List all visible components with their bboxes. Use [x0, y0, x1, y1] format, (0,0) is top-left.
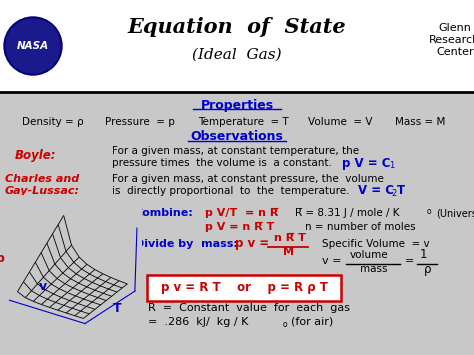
Text: 1: 1: [420, 248, 428, 262]
Text: (Universal): (Universal): [436, 208, 474, 218]
Text: Glenn
Research
Center: Glenn Research Center: [429, 23, 474, 56]
Text: Combine:: Combine:: [135, 208, 194, 218]
Text: v =: v =: [322, 256, 341, 266]
Text: Divide by  mass:: Divide by mass:: [135, 239, 238, 249]
Text: =: =: [405, 256, 414, 266]
Text: Temperature  = T: Temperature = T: [198, 117, 289, 127]
Text: For a given mass, at constant pressure, the  volume: For a given mass, at constant pressure, …: [112, 174, 384, 184]
Circle shape: [6, 19, 60, 73]
Text: Observations: Observations: [191, 131, 283, 143]
Circle shape: [4, 17, 62, 75]
Text: mass: mass: [360, 264, 388, 274]
Text: Density = ρ: Density = ρ: [22, 117, 83, 127]
Text: Pressure  = p: Pressure = p: [105, 117, 175, 127]
Text: p v =: p v =: [235, 237, 269, 251]
FancyBboxPatch shape: [147, 275, 341, 301]
Text: 2: 2: [391, 189, 396, 197]
Text: V = C: V = C: [358, 185, 394, 197]
Text: R̅ = 8.31 J / mole / K: R̅ = 8.31 J / mole / K: [295, 208, 400, 218]
Text: R  =  Constant  value  for  each  gas: R = Constant value for each gas: [148, 303, 350, 313]
Text: Charles and: Charles and: [5, 174, 79, 184]
Text: T: T: [397, 185, 405, 197]
Text: o: o: [427, 207, 432, 215]
Text: p V = C: p V = C: [342, 157, 391, 169]
FancyBboxPatch shape: [0, 0, 474, 92]
Text: Specific Volume  = v: Specific Volume = v: [322, 239, 429, 249]
Text: Volume  = V: Volume = V: [308, 117, 373, 127]
Text: n R̅ T: n R̅ T: [274, 233, 306, 243]
Text: p v = R T    or    p = R ρ T: p v = R T or p = R ρ T: [161, 282, 328, 295]
Text: Gay-Lussac:: Gay-Lussac:: [5, 186, 80, 196]
Text: Equation  of  State: Equation of State: [128, 17, 346, 37]
Text: NASA: NASA: [17, 41, 49, 51]
Text: (Ideal  Gas): (Ideal Gas): [192, 48, 282, 62]
Text: pressure times  the volume is  a constant.: pressure times the volume is a constant.: [112, 158, 332, 168]
Text: (for air): (for air): [291, 317, 333, 327]
Text: p V/T  = n R̅: p V/T = n R̅: [205, 208, 278, 218]
Text: 1: 1: [389, 160, 394, 169]
Text: o: o: [283, 320, 288, 329]
Text: n = number of moles: n = number of moles: [305, 222, 416, 232]
Text: is  directly proportional  to  the  temperature.: is directly proportional to the temperat…: [112, 186, 349, 196]
Text: M: M: [283, 247, 294, 257]
Text: Properties: Properties: [201, 98, 273, 111]
Text: Boyle:: Boyle:: [15, 149, 56, 163]
Text: ρ: ρ: [424, 262, 431, 275]
Text: volume: volume: [350, 250, 389, 260]
Text: For a given mass, at constant temperature, the: For a given mass, at constant temperatur…: [112, 146, 359, 156]
Text: =  .286  kJ/  kg / K: = .286 kJ/ kg / K: [148, 317, 248, 327]
Text: p V = n R̅ T: p V = n R̅ T: [205, 222, 274, 232]
Text: Mass = M: Mass = M: [395, 117, 446, 127]
